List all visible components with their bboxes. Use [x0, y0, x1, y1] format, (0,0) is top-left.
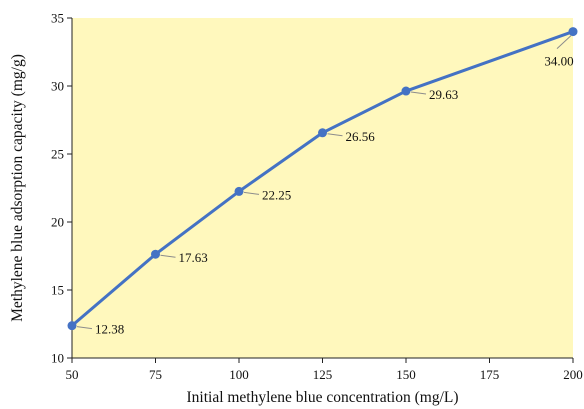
x-tick-label: 200: [563, 367, 583, 382]
plot-layer: 10 15 20 25 30 35 50 75 100 125 150 175 200 12.38 17.6…: [51, 11, 583, 383]
data-label-leader: [327, 133, 343, 137]
data-label-leader: [410, 91, 427, 95]
y-tick-label: 35: [51, 11, 64, 26]
x-tick-label: 100: [229, 367, 249, 382]
series-line: [70, 30, 575, 328]
data-point: [318, 128, 327, 138]
data-point: [401, 86, 411, 96]
x-axis-title: Initial methylene blue concentration (mg…: [186, 389, 458, 406]
data-point: [67, 321, 77, 331]
data-label: 22.25: [262, 187, 291, 202]
y-axis-title: Methylene blue adsorption capacity (mg/g…: [9, 54, 26, 322]
data-point: [234, 186, 244, 196]
x-tick-label: 175: [480, 367, 500, 382]
x-tick-label: 125: [313, 367, 333, 382]
y-tick-label: 10: [51, 351, 64, 366]
data-label-leader: [160, 254, 176, 258]
data-point: [568, 27, 578, 37]
y-tick-label: 20: [51, 215, 64, 230]
data-label-leader: [76, 326, 93, 330]
x-tick-label: 150: [396, 367, 416, 382]
y-tick-label: 30: [51, 79, 64, 94]
data-label: 17.63: [179, 250, 208, 265]
data-label-leader: [556, 35, 572, 49]
y-tick-label: 15: [51, 283, 64, 298]
x-tick-label: 75: [149, 367, 162, 382]
data-label: 26.56: [346, 129, 376, 144]
x-tick-label: 50: [66, 367, 79, 382]
data-label: 29.63: [429, 87, 458, 102]
data-label-leader: [243, 191, 260, 195]
data-label: 12.38: [95, 322, 124, 337]
y-tick-label: 25: [51, 147, 64, 162]
plot-area: [72, 18, 573, 358]
data-point: [151, 249, 160, 259]
data-label: 34.00: [544, 54, 573, 69]
